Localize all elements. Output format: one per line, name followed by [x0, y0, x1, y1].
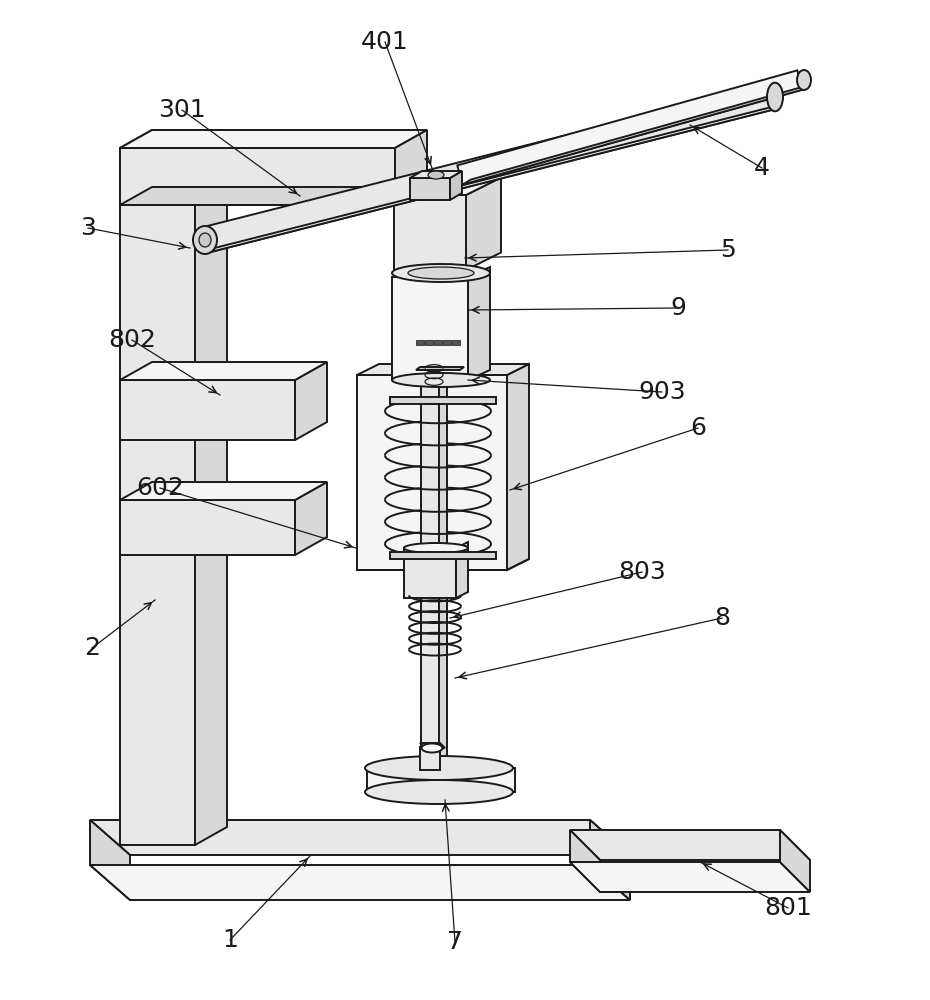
Polygon shape [394, 195, 466, 270]
Text: 903: 903 [638, 380, 685, 404]
Polygon shape [120, 362, 327, 380]
Polygon shape [120, 187, 427, 205]
Text: 3: 3 [80, 216, 96, 240]
Polygon shape [410, 178, 450, 200]
Ellipse shape [392, 373, 490, 387]
Ellipse shape [421, 744, 443, 752]
Ellipse shape [408, 267, 474, 279]
Polygon shape [466, 178, 501, 270]
Polygon shape [450, 171, 462, 200]
Polygon shape [420, 747, 440, 770]
Text: 801: 801 [764, 896, 812, 920]
Polygon shape [120, 380, 295, 440]
Polygon shape [394, 178, 501, 195]
Polygon shape [780, 830, 810, 892]
Polygon shape [390, 397, 496, 404]
Text: 602: 602 [136, 476, 184, 500]
Polygon shape [208, 105, 780, 253]
Polygon shape [90, 820, 630, 855]
Text: 401: 401 [361, 30, 409, 54]
Polygon shape [507, 364, 529, 570]
Polygon shape [439, 376, 447, 760]
Polygon shape [295, 482, 327, 555]
Polygon shape [90, 820, 130, 900]
Polygon shape [420, 743, 445, 748]
Polygon shape [570, 830, 810, 860]
Polygon shape [90, 865, 630, 900]
Bar [416, 340, 424, 345]
Polygon shape [458, 70, 803, 185]
Text: 803: 803 [618, 560, 666, 584]
Text: 8: 8 [714, 606, 730, 630]
Polygon shape [367, 768, 515, 792]
Polygon shape [195, 130, 227, 845]
Polygon shape [390, 552, 496, 559]
Ellipse shape [392, 264, 490, 282]
Polygon shape [590, 820, 630, 900]
Polygon shape [357, 364, 529, 375]
Ellipse shape [193, 226, 217, 254]
Polygon shape [570, 862, 810, 892]
Polygon shape [357, 375, 507, 570]
Polygon shape [392, 277, 468, 380]
Polygon shape [410, 171, 462, 178]
Text: 5: 5 [720, 238, 736, 262]
Ellipse shape [404, 543, 468, 553]
Polygon shape [456, 542, 468, 598]
Polygon shape [570, 830, 600, 892]
Polygon shape [395, 130, 427, 205]
Text: 6: 6 [690, 416, 706, 440]
Polygon shape [404, 548, 456, 598]
Polygon shape [202, 84, 773, 253]
Polygon shape [120, 482, 327, 500]
Bar [452, 340, 460, 345]
Ellipse shape [767, 83, 783, 111]
Polygon shape [120, 130, 427, 148]
Bar [443, 340, 451, 345]
Text: 4: 4 [754, 156, 770, 180]
Ellipse shape [365, 756, 513, 780]
Ellipse shape [365, 780, 513, 804]
Polygon shape [468, 267, 490, 380]
Text: 301: 301 [158, 98, 206, 122]
Polygon shape [295, 362, 327, 440]
Polygon shape [463, 85, 811, 185]
Bar [434, 340, 442, 345]
Text: 802: 802 [108, 328, 156, 352]
Text: 1: 1 [222, 928, 238, 952]
Text: 9: 9 [670, 296, 686, 320]
Text: 2: 2 [84, 636, 100, 660]
Ellipse shape [428, 171, 444, 179]
Ellipse shape [797, 70, 811, 90]
Text: 7: 7 [447, 930, 463, 954]
Bar [425, 340, 433, 345]
Polygon shape [120, 148, 395, 205]
Polygon shape [120, 148, 195, 845]
Ellipse shape [199, 233, 211, 247]
Polygon shape [120, 130, 227, 148]
Polygon shape [421, 380, 439, 760]
Polygon shape [120, 500, 295, 555]
Polygon shape [416, 367, 464, 370]
